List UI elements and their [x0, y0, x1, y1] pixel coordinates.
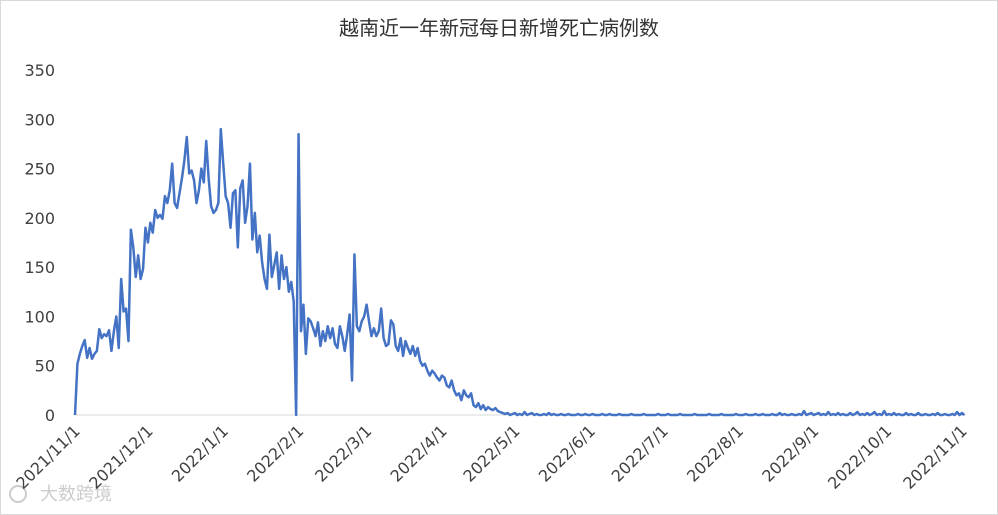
watermark: 大数跨境: [40, 484, 112, 505]
y-tick-label: 150: [24, 258, 55, 277]
y-tick-label: 250: [24, 160, 55, 179]
watermark-logo: [9, 485, 27, 503]
y-tick-label: 300: [24, 110, 55, 129]
y-tick-label: 50: [35, 357, 55, 376]
y-tick-label: 100: [24, 307, 55, 326]
chart-title: 越南近一年新冠每日新增死亡病例数: [339, 16, 659, 40]
data-line: [73, 127, 966, 417]
y-tick-label: 350: [24, 61, 55, 80]
y-tick-label: 0: [45, 406, 55, 425]
y-tick-label: 200: [24, 209, 55, 228]
